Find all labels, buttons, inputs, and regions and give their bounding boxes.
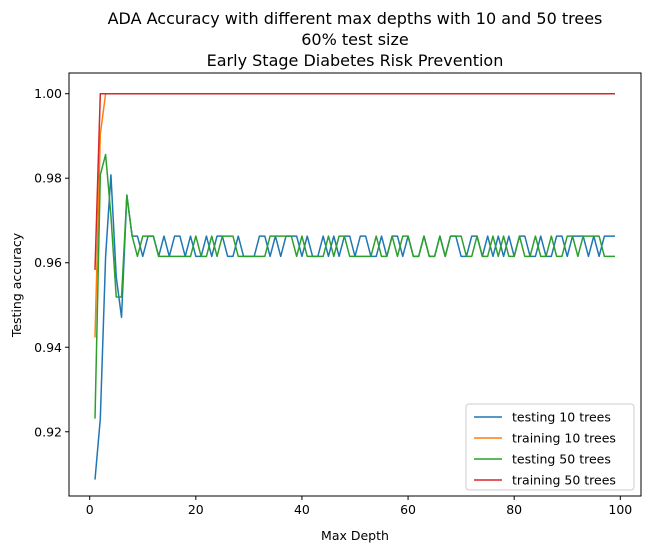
legend-label-2: training 10 trees — [512, 431, 616, 446]
x-tick-label: 100 — [608, 502, 632, 517]
x-axis-label: Max Depth — [321, 528, 389, 543]
series-layer — [94, 92, 615, 480]
series-line-3 — [94, 153, 615, 419]
y-axis-label: Testing accuracy — [9, 232, 24, 338]
y-axis: 0.92 0.94 0.96 0.98 1.00 — [34, 86, 69, 439]
x-tick-label: 60 — [400, 502, 416, 517]
chart-title-line-2: 60% test size — [301, 30, 408, 49]
legend-box — [465, 403, 635, 491]
series-line-4 — [94, 92, 615, 270]
legend-label-4: training 50 trees — [512, 473, 616, 488]
y-tick-label: 0.98 — [34, 171, 62, 186]
legend-label-1: testing 10 trees — [512, 410, 611, 425]
chart-title-line-1: ADA Accuracy with different max depths w… — [108, 9, 603, 28]
x-tick-label: 80 — [506, 502, 522, 517]
x-axis: 0 20 40 60 80 100 — [86, 496, 632, 517]
x-tick-label: 20 — [188, 502, 204, 517]
y-tick-label: 0.96 — [34, 255, 62, 270]
y-tick-label: 1.00 — [34, 86, 62, 101]
legend-label-3: testing 50 trees — [512, 452, 611, 467]
y-tick-label: 0.94 — [34, 340, 62, 355]
legend: testing 10 trees training 10 trees testing… — [465, 403, 635, 491]
plot-area-frame — [68, 72, 642, 497]
x-tick-label: 40 — [294, 502, 310, 517]
x-tick-label: 0 — [86, 502, 94, 517]
chart-title-line-3: Early Stage Diabetes Risk Prevention — [207, 51, 504, 70]
y-tick-label: 0.92 — [34, 424, 62, 439]
